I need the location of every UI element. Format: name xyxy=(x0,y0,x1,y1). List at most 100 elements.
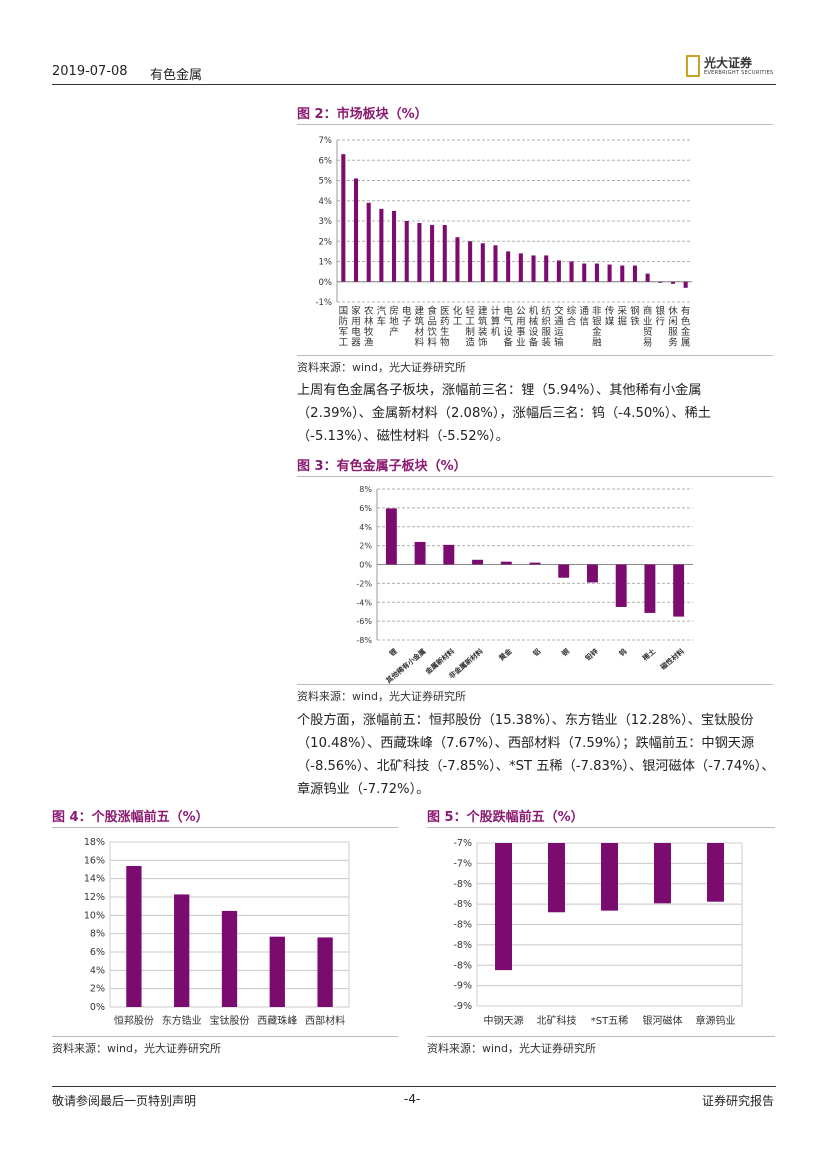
bar xyxy=(417,223,422,282)
y-tick-label: 2% xyxy=(319,237,333,247)
x-tick-label-char: 掘 xyxy=(618,316,628,328)
y-tick-label: 3% xyxy=(319,217,333,227)
bar xyxy=(174,894,190,1007)
bar xyxy=(269,936,285,1007)
bar xyxy=(341,154,346,282)
fig5-source: 资料来源：wind，光大证券研究所 xyxy=(427,1042,597,1055)
y-tick-label: 4% xyxy=(319,197,333,207)
x-tick-label-char: 通 xyxy=(579,306,589,317)
bar xyxy=(620,265,625,282)
bar xyxy=(472,559,484,565)
x-tick-label-char: 工 xyxy=(465,317,475,328)
bar xyxy=(654,843,671,904)
bar xyxy=(480,243,485,282)
bar xyxy=(544,255,549,282)
x-tick-label-char: 家 xyxy=(351,305,361,317)
x-tick-label-char: 产 xyxy=(389,326,399,338)
x-tick-label: 恒邦股份 xyxy=(114,1014,154,1027)
bar xyxy=(442,225,447,282)
footer-disclaimer: 敬请参阅最后一页特别声明 xyxy=(52,1094,197,1108)
x-tick-label-char: 综 xyxy=(567,305,577,317)
bar xyxy=(414,541,426,565)
x-tick-label-char: 非 xyxy=(592,305,602,317)
x-tick-label-char: 筑 xyxy=(478,316,488,328)
x-tick-label-char: 银 xyxy=(656,305,666,317)
y-tick-label: 7% xyxy=(319,136,333,146)
x-tick-label-char: 造 xyxy=(465,337,475,349)
bar xyxy=(673,564,685,617)
x-tick-label-char: 渔 xyxy=(364,338,374,349)
bar xyxy=(379,208,384,282)
fig2-title: 图 2：市场板块（%） xyxy=(297,107,428,122)
bar xyxy=(221,910,238,1007)
x-tick-label-char: 输 xyxy=(554,337,564,349)
bar xyxy=(518,253,523,282)
x-tick-label-char: 电 xyxy=(402,305,412,317)
bar xyxy=(601,843,618,911)
x-tick-label-char: 通 xyxy=(554,317,564,328)
x-tick-label-char: 工 xyxy=(339,338,349,349)
bar xyxy=(443,544,455,565)
x-tick-label-char: 公 xyxy=(516,306,526,317)
x-tick-label-char: 械 xyxy=(529,316,539,328)
x-tick-label-char: 用 xyxy=(516,317,526,328)
x-tick-label-char: 设 xyxy=(529,327,539,338)
x-tick-label-char: 军 xyxy=(339,327,349,338)
bar xyxy=(645,273,650,282)
y-tick-label: -9% xyxy=(454,1001,473,1012)
x-tick-label-char: 国 xyxy=(339,306,349,317)
x-tick-label-char: 合 xyxy=(567,316,577,328)
x-tick-label: 磁性材料 xyxy=(659,647,686,672)
y-tick-label: -8% xyxy=(454,960,473,971)
fig2-top-rule xyxy=(297,124,773,125)
x-tick-label: 银河磁体 xyxy=(643,1014,683,1027)
y-tick-label: 14% xyxy=(84,874,105,885)
fig5-title: 图 5：个股跌幅前五（%） xyxy=(427,810,584,825)
page-number: -4- xyxy=(404,1092,421,1106)
bar xyxy=(455,237,460,282)
bar xyxy=(392,210,397,282)
header-rule xyxy=(52,84,776,85)
x-tick-label-char: 贸 xyxy=(643,326,653,338)
fig3-source: 资料来源：wind，光大证券研究所 xyxy=(297,690,467,703)
x-tick-label-char: 金 xyxy=(592,326,602,338)
x-tick-label-char: 设 xyxy=(503,327,513,338)
x-tick-label-char: 织 xyxy=(541,316,551,328)
x-tick-label-char: 装 xyxy=(478,326,488,338)
fig2-bottom-rule xyxy=(297,355,773,356)
bar xyxy=(558,564,570,578)
fig3-top-rule xyxy=(297,476,773,477)
x-tick-label-char: 用 xyxy=(351,317,361,328)
bar xyxy=(644,564,656,613)
x-tick-label-char: 生 xyxy=(440,326,450,338)
x-tick-label-char: 服 xyxy=(668,327,678,338)
x-tick-label-char: 物 xyxy=(440,337,450,349)
x-tick-label: 稀土 xyxy=(641,647,658,663)
y-tick-label: 6% xyxy=(359,504,372,513)
report-date: 2019-07-08 xyxy=(52,64,128,79)
y-tick-label: 1% xyxy=(319,258,333,268)
x-tick-label-char: 房 xyxy=(389,305,399,317)
bar xyxy=(468,241,473,282)
x-tick-label-char: 料 xyxy=(427,337,437,349)
bar xyxy=(430,225,435,282)
fig4-bottom-rule xyxy=(52,1036,398,1037)
x-tick-label-char: 务 xyxy=(668,337,678,349)
y-tick-label: 12% xyxy=(84,892,105,903)
x-tick-label: 钨 xyxy=(617,647,628,658)
x-tick-label-char: 机 xyxy=(491,326,501,338)
x-tick-label-char: 采 xyxy=(618,306,628,317)
x-tick-label: 章源钨业 xyxy=(696,1014,736,1027)
fig5-top-rule xyxy=(427,827,775,828)
x-tick-label-char: 轻 xyxy=(465,305,475,317)
company-logo: 光大证券 EVERBRIGHT SECURITIES xyxy=(686,52,776,82)
x-tick-label-char: 建 xyxy=(415,305,425,317)
y-tick-label: -7% xyxy=(454,858,473,869)
y-tick-label: 0% xyxy=(319,278,333,288)
fig5-chart: -9% -9% -8% -8% -8% -8% -8% -7% -7% 中钢天源 北矿科技 *ST五稀… xyxy=(454,838,743,1027)
fig5-bottom-rule xyxy=(427,1036,775,1037)
x-tick-label-char: 气 xyxy=(503,316,513,328)
bar xyxy=(615,564,627,607)
x-tick-label: 铝 xyxy=(531,647,542,658)
y-tick-label: 2% xyxy=(359,542,372,551)
